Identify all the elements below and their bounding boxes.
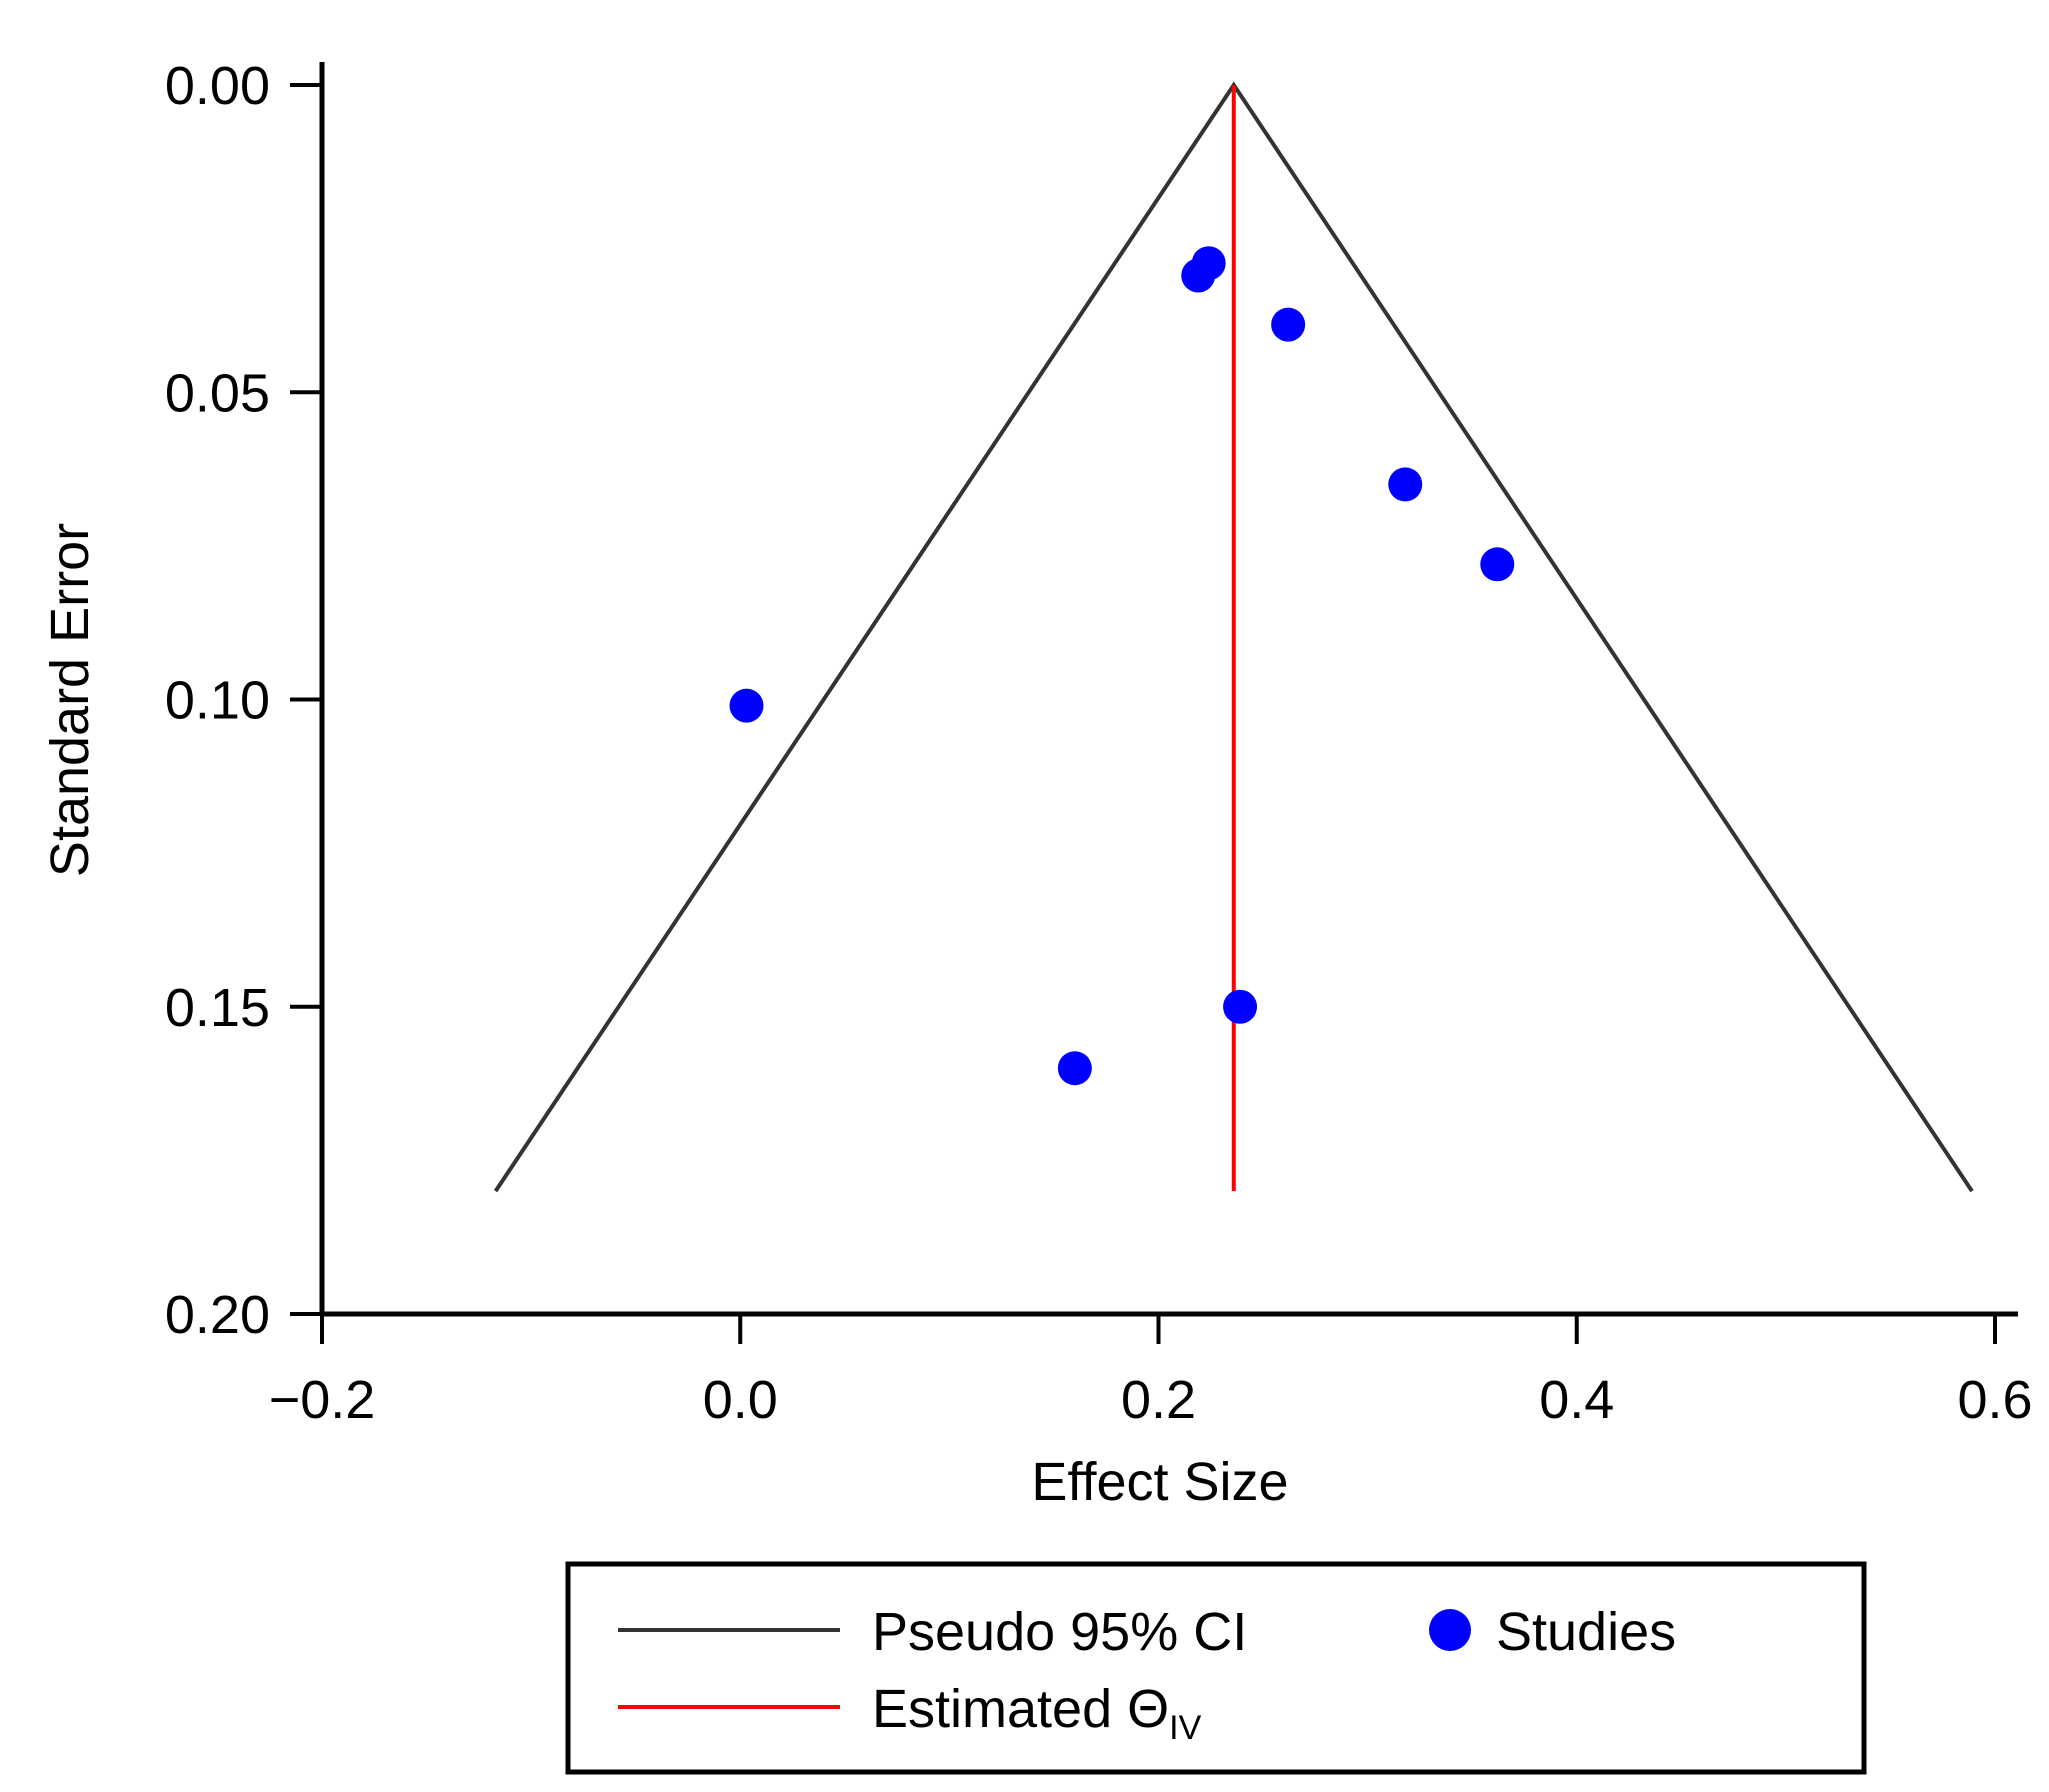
- study-point: [1271, 307, 1306, 342]
- x-tick-label: 0.4: [1539, 1370, 1614, 1430]
- x-tick-label: −0.2: [269, 1370, 376, 1430]
- y-axis-title: Standard Error: [40, 523, 100, 877]
- x-tick-label: 0.0: [703, 1370, 778, 1430]
- legend-estimate-text: Estimated: [872, 1679, 1127, 1739]
- legend-theta-symbol: Θ: [1127, 1679, 1169, 1739]
- legend-ci-label: Pseudo 95% CI: [872, 1602, 1247, 1662]
- study-point: [1181, 258, 1216, 293]
- legend-studies-marker: [1429, 1609, 1471, 1651]
- legend: Pseudo 95% CI Studies Estimated ΘIV: [565, 1561, 1867, 1775]
- y-tick-label: 0.20: [165, 1285, 270, 1345]
- y-tick-label: 0.05: [165, 363, 270, 423]
- study-point: [1388, 467, 1423, 502]
- axes-layer: [319, 62, 2018, 1317]
- ticks-layer: −0.2 0.0 0.2 0.4 0.6 0.00 0.05 0.10 0.15 0.20: [165, 56, 2033, 1430]
- legend-estimate-label: Estimated ΘIV: [872, 1679, 1202, 1747]
- points-layer: [729, 246, 1515, 1086]
- study-point: [1057, 1051, 1092, 1086]
- x-tick-label: 0.2: [1121, 1370, 1196, 1430]
- y-tick-label: 0.15: [165, 978, 270, 1038]
- study-point: [1223, 989, 1258, 1024]
- study-point: [1480, 547, 1515, 582]
- x-axis-title: Effect Size: [1031, 1452, 1288, 1512]
- y-tick-label: 0.00: [165, 56, 270, 116]
- x-tick-label: 0.6: [1957, 1370, 2032, 1430]
- legend-studies-label: Studies: [1496, 1602, 1676, 1662]
- legend-theta-subscript: IV: [1169, 1709, 1201, 1747]
- legend-box: [565, 1561, 1867, 1775]
- study-point: [729, 688, 764, 723]
- y-tick-label: 0.10: [165, 671, 270, 731]
